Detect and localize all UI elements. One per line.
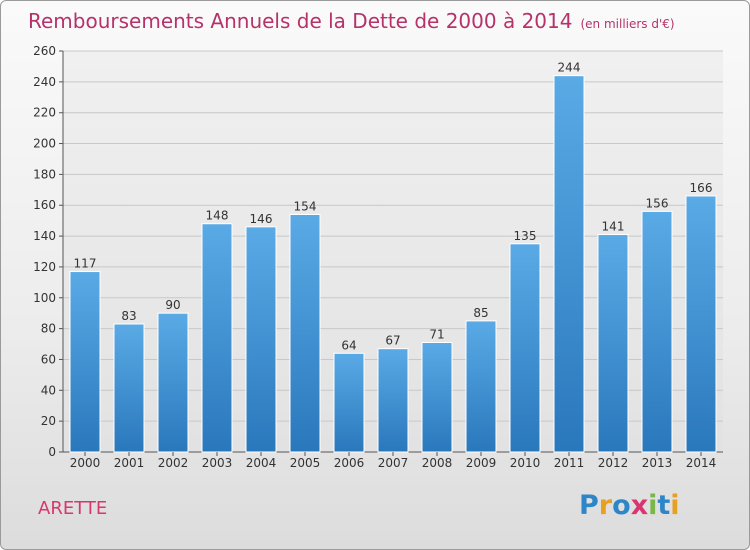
logo-letter: t bbox=[657, 490, 671, 521]
y-tick-label: 200 bbox=[33, 137, 56, 151]
x-tick-label: 2006 bbox=[334, 456, 365, 470]
bar-value-label: 148 bbox=[206, 209, 229, 223]
bar-value-label: 141 bbox=[602, 220, 625, 234]
bar-value-label: 85 bbox=[473, 306, 488, 320]
bar-value-label: 156 bbox=[646, 196, 669, 210]
y-tick-label: 220 bbox=[33, 106, 56, 120]
location-name: ARETTE bbox=[38, 498, 108, 519]
chart-title-main: Remboursements Annuels de la Dette de 20… bbox=[28, 9, 573, 33]
x-tick-label: 2001 bbox=[114, 456, 145, 470]
y-tick-label: 240 bbox=[33, 75, 56, 89]
bar bbox=[641, 210, 673, 453]
x-tick-label: 2000 bbox=[70, 456, 101, 470]
y-tick-label: 60 bbox=[41, 352, 56, 366]
y-tick-label: 180 bbox=[33, 167, 56, 181]
bar-value-label: 71 bbox=[429, 327, 444, 341]
bar-value-label: 67 bbox=[385, 334, 400, 348]
y-tick-label: 260 bbox=[33, 44, 56, 58]
logo-letter: i bbox=[648, 490, 658, 521]
x-tick-label: 2008 bbox=[422, 456, 453, 470]
bar bbox=[553, 75, 585, 453]
y-tick-label: 40 bbox=[41, 383, 56, 397]
bar bbox=[333, 352, 365, 453]
x-tick-label: 2014 bbox=[686, 456, 717, 470]
logo-letter: P bbox=[579, 490, 599, 521]
bar bbox=[113, 323, 145, 453]
x-tick-label: 2007 bbox=[378, 456, 409, 470]
y-tick-label: 20 bbox=[41, 414, 56, 428]
bar bbox=[377, 348, 409, 453]
logo-letter: x bbox=[630, 490, 649, 521]
bar-value-label: 166 bbox=[690, 181, 713, 195]
bar-value-label: 244 bbox=[558, 61, 581, 75]
y-tick-label: 120 bbox=[33, 260, 56, 274]
bar bbox=[685, 195, 717, 453]
y-tick-label: 80 bbox=[41, 322, 56, 336]
x-tick-label: 2002 bbox=[158, 456, 189, 470]
y-tick-label: 160 bbox=[33, 198, 56, 212]
logo-letter: i bbox=[670, 490, 680, 521]
bar-value-label: 90 bbox=[165, 298, 180, 312]
bar bbox=[421, 341, 453, 453]
bar bbox=[465, 320, 497, 453]
bar-value-label: 135 bbox=[514, 229, 537, 243]
bar-value-label: 64 bbox=[341, 338, 356, 352]
x-tick-label: 2004 bbox=[246, 456, 277, 470]
logo-letter: r bbox=[598, 490, 613, 521]
bar bbox=[157, 312, 189, 453]
x-tick-label: 2011 bbox=[554, 456, 585, 470]
bar-value-label: 117 bbox=[74, 257, 97, 271]
chart-title-unit: (en milliers d'€) bbox=[580, 17, 675, 31]
x-tick-label: 2005 bbox=[290, 456, 321, 470]
y-tick-label: 140 bbox=[33, 229, 56, 243]
bar-value-label: 154 bbox=[294, 199, 317, 213]
y-tick-label: 100 bbox=[33, 291, 56, 305]
bar-value-label: 83 bbox=[121, 309, 136, 323]
bar bbox=[597, 234, 629, 453]
bar bbox=[509, 243, 541, 453]
chart-title: Remboursements Annuels de la Dette de 20… bbox=[28, 9, 675, 33]
logo-letter: o bbox=[612, 490, 631, 521]
y-tick-label: 0 bbox=[48, 445, 56, 459]
x-tick-label: 2003 bbox=[202, 456, 233, 470]
bar bbox=[245, 226, 277, 453]
x-tick-label: 2013 bbox=[642, 456, 673, 470]
x-tick-label: 2010 bbox=[510, 456, 541, 470]
x-tick-label: 2009 bbox=[466, 456, 497, 470]
proxiti-logo[interactable]: Proxiti bbox=[579, 490, 680, 521]
bar bbox=[69, 271, 101, 453]
bar bbox=[289, 213, 321, 453]
bar-value-label: 146 bbox=[250, 212, 273, 226]
x-tick-label: 2012 bbox=[598, 456, 629, 470]
bar bbox=[201, 223, 233, 453]
